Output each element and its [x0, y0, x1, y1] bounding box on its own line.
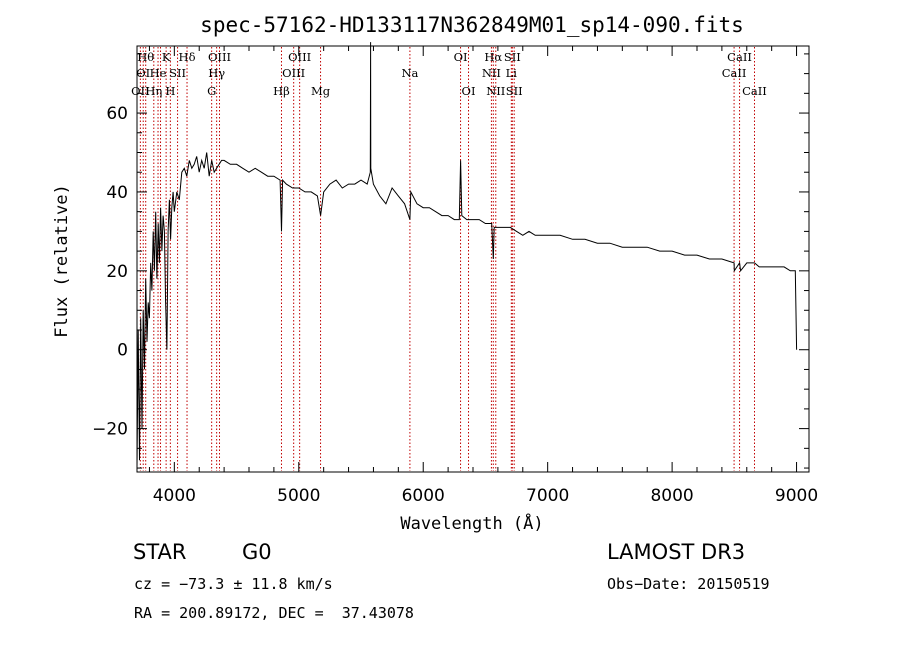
spectrum-line [136, 42, 798, 469]
marker-label: Na [401, 66, 418, 80]
x-tick-label: 5000 [277, 486, 320, 506]
survey-name: LAMOST DR3 [607, 540, 746, 564]
x-tick-label: 7000 [526, 486, 569, 506]
marker-label: Hη [145, 84, 162, 98]
marker-label: Hβ [273, 84, 290, 98]
marker-label: CaII [722, 66, 747, 80]
marker-label: Hα [484, 50, 502, 64]
x-axis-label: Wavelength (Å) [400, 512, 543, 534]
y-tick-label: 60 [106, 104, 128, 124]
y-tick-label: 20 [106, 262, 128, 282]
y-tick-label: 40 [106, 183, 128, 203]
marker-label: OI [136, 66, 150, 80]
marker-label: Hγ [208, 66, 225, 80]
axis-ticks: 4000 5000 6000 7000 8000 9000 −20 0 20 40 60 [92, 46, 818, 506]
marker-label: OIII [288, 50, 311, 64]
y-tick-label: 0 [117, 341, 128, 361]
subclass: G0 [242, 540, 272, 564]
chart-title: spec-57162-HD133117N362849M01_sp14-090.f… [200, 13, 744, 37]
marker-label: Mg [311, 84, 331, 98]
marker-label: He [150, 66, 167, 80]
line-marker-labels: OII OI Hθ Hη He K H SII Hδ G Hγ OIII Hβ OIII OIII Mg Na O… [131, 50, 767, 98]
line-markers [139, 47, 755, 471]
marker-label: OI [454, 50, 468, 64]
marker-label: K [162, 50, 171, 64]
x-tick-label: 8000 [650, 486, 693, 506]
x-tick-label: 6000 [402, 486, 445, 506]
marker-label: H [165, 84, 175, 98]
ra-dec: RA = 200.89172, DEC = 37.43078 [134, 604, 414, 622]
marker-label: Li [506, 66, 518, 80]
marker-label: NII [486, 84, 505, 98]
marker-label: OIII [282, 66, 305, 80]
marker-label: SII [506, 84, 523, 98]
marker-label: OIII [208, 50, 231, 64]
x-tick-label: 4000 [153, 486, 196, 506]
marker-label: G [207, 84, 216, 98]
y-axis-label: Flux (relative) [52, 184, 72, 338]
y-tick-label: −20 [92, 420, 128, 440]
marker-label: CaII [727, 50, 752, 64]
marker-label: NII [482, 66, 501, 80]
marker-label: SII [169, 66, 186, 80]
marker-label: CaII [742, 84, 767, 98]
marker-label: SII [504, 50, 521, 64]
cz-value: cz = −73.3 ± 11.8 km/s [134, 575, 333, 593]
marker-label: Hθ [137, 50, 154, 64]
obs-date: Obs−Date: 20150519 [607, 575, 770, 593]
marker-label: OI [462, 84, 476, 98]
x-tick-label: 9000 [775, 486, 818, 506]
marker-label: OII [131, 84, 150, 98]
object-class: STAR [133, 540, 187, 564]
marker-label: Hδ [179, 50, 196, 64]
